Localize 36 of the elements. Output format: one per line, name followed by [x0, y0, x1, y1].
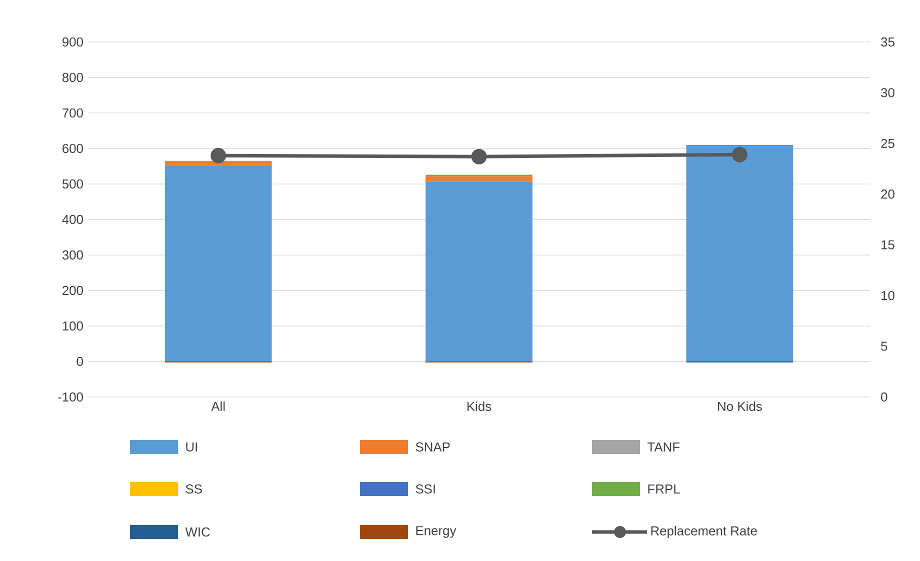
bar: [426, 176, 532, 182]
legend-label: SSI: [416, 484, 435, 494]
legend-label: Energy: [416, 526, 456, 538]
y-tick-label: 200: [62, 286, 83, 296]
x-tick-label: No Kids: [718, 401, 762, 412]
legend-label: UI: [186, 442, 197, 452]
y-tick-label: -100: [58, 392, 83, 402]
bar: [426, 182, 532, 362]
y-tick-label: 900: [62, 37, 83, 47]
y2-tick-label: 15: [882, 240, 894, 250]
y2-tick-label: 0: [881, 392, 888, 402]
y-tick-label: 600: [62, 144, 83, 154]
y-tick-label: 700: [62, 108, 83, 118]
y2-tick-label: 5: [881, 342, 888, 351]
legend-label: SS: [186, 484, 202, 494]
y2-tick-label: 10: [882, 290, 894, 300]
legend-label: SNAP: [416, 442, 450, 452]
y-tick-label: 100: [62, 321, 83, 331]
legend-label: WIC: [185, 527, 210, 537]
x-tick-label: All: [211, 401, 225, 411]
x-tick-label: Kids: [467, 401, 492, 412]
legend-label: TANF: [648, 442, 680, 452]
y2-tick-label: 30: [881, 88, 894, 98]
y-tick-label: 0: [76, 356, 83, 366]
y2-tick-label: 35: [881, 37, 894, 47]
bar: [686, 146, 794, 362]
legend-label: Replacement Rate: [651, 526, 757, 538]
y-tick-label: 500: [62, 179, 83, 189]
legend-label: FRPL: [648, 484, 680, 494]
bar: [164, 162, 272, 166]
y-tick-label: 300: [62, 250, 83, 260]
y2-tick-label: 20: [881, 190, 894, 199]
y-tick-label: 400: [62, 214, 83, 224]
bar: [164, 165, 272, 362]
y-tick-label: 800: [62, 72, 83, 82]
y2-tick-label: 25: [881, 138, 894, 148]
